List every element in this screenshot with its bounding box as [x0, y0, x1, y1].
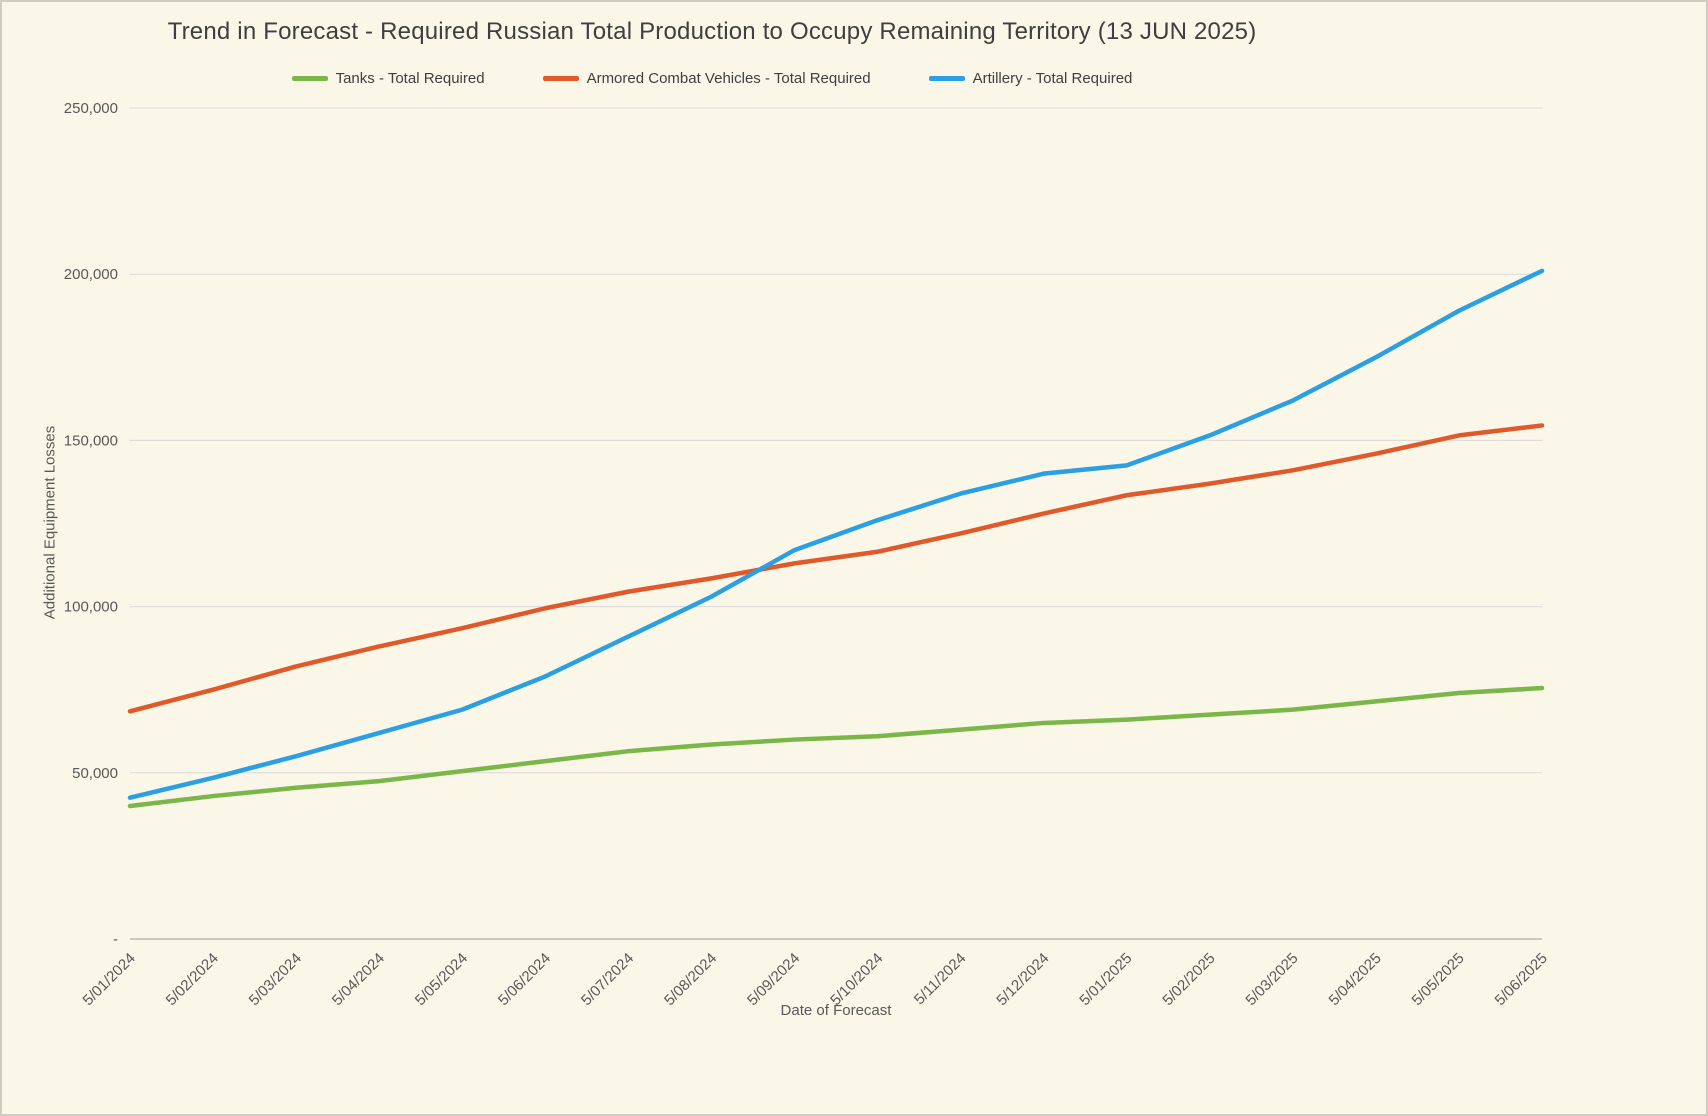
legend-swatch-artillery — [928, 76, 965, 81]
x-tick-label: 5/04/2024 — [329, 950, 388, 1009]
y-tick-label: 150,000 — [64, 432, 118, 449]
x-tick-label: 5/01/2025 — [1076, 950, 1135, 1009]
x-tick-label: 5/03/2025 — [1242, 950, 1301, 1009]
chart-legend: Tanks - Total Required Armored Combat Ve… — [2, 70, 1422, 87]
x-tick-label: 5/12/2024 — [993, 950, 1052, 1009]
series-line-1 — [127, 423, 1545, 714]
legend-label-tanks: Tanks - Total Required — [335, 70, 485, 87]
series-line-2 — [127, 268, 1545, 800]
chart-title: Trend in Forecast - Required Russian Tot… — [167, 18, 1257, 45]
legend-label-artillery: Artillery - Total Required — [972, 70, 1133, 87]
y-tick-label: - — [113, 931, 118, 948]
x-tick-label: 5/02/2025 — [1159, 950, 1218, 1009]
x-tick-label: 5/06/2025 — [1492, 950, 1551, 1009]
x-tick-label: 5/02/2024 — [163, 950, 222, 1009]
x-tick-label: 5/05/2025 — [1409, 950, 1468, 1009]
x-tick-label: 5/01/2024 — [80, 950, 139, 1009]
legend-swatch-armored-combat-vehicles — [542, 76, 579, 81]
y-tick-label: 100,000 — [64, 599, 118, 616]
legend-item-armored-combat-vehicles: Armored Combat Vehicles - Total Required — [542, 70, 871, 87]
x-tick-label: 5/05/2024 — [412, 950, 471, 1009]
legend-label-armored-combat-vehicles: Armored Combat Vehicles - Total Required — [586, 70, 871, 87]
y-tick-label: 250,000 — [64, 100, 118, 117]
legend-item-artillery: Artillery - Total Required — [928, 70, 1133, 87]
x-tick-label: 5/06/2024 — [495, 950, 554, 1009]
x-tick-label: 5/04/2025 — [1326, 950, 1385, 1009]
x-tick-label: 5/11/2024 — [911, 950, 969, 1008]
series-line-0 — [127, 685, 1545, 809]
y-axis-title: Additional Equipment Losses — [41, 425, 59, 620]
x-tick-label: 5/10/2024 — [827, 950, 886, 1009]
x-axis-title: Date of Forecast — [780, 1002, 892, 1019]
y-tick-label: 200,000 — [64, 266, 118, 283]
x-tick-label: 5/09/2024 — [744, 950, 803, 1009]
x-tick-label: 5/03/2024 — [246, 950, 305, 1009]
x-tick-label: 5/07/2024 — [578, 950, 637, 1009]
x-tick-label: 5/08/2024 — [661, 950, 720, 1009]
y-tick-label: 50,000 — [72, 765, 118, 782]
legend-swatch-tanks — [291, 76, 328, 81]
legend-item-tanks: Tanks - Total Required — [291, 70, 485, 87]
